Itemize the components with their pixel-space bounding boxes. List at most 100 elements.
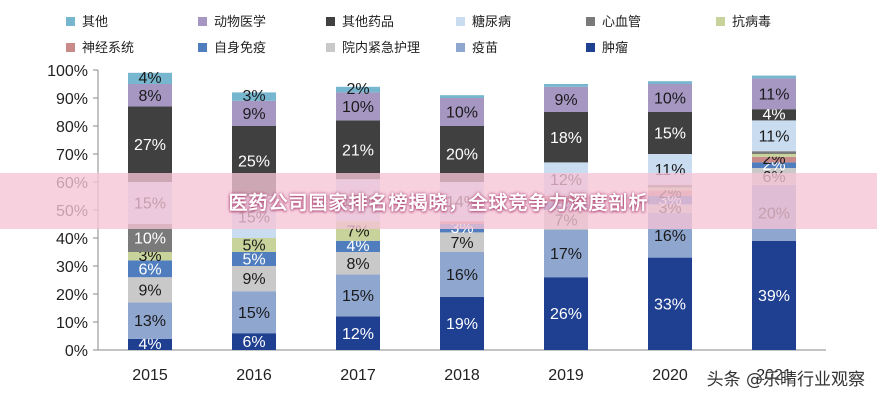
bar-segment-series-0 bbox=[440, 296, 484, 350]
title-banner: 医药公司国家排名榜揭晓，全球竞争力深度剖析 bbox=[0, 173, 877, 229]
x-tick-label: 2016 bbox=[236, 367, 272, 384]
legend-swatch-series-7 bbox=[456, 17, 465, 26]
x-tick-label: 2020 bbox=[652, 367, 688, 384]
bar-segment-series-10 bbox=[752, 75, 796, 79]
data-label-series-8: 18% bbox=[550, 130, 582, 147]
data-label-series-1: 16% bbox=[654, 228, 686, 245]
x-tick-label: 2017 bbox=[340, 367, 376, 384]
bar-segment-series-10 bbox=[336, 86, 380, 93]
data-label-series-0: 33% bbox=[654, 296, 686, 313]
bar-segment-series-10 bbox=[648, 81, 692, 84]
data-label-series-0: 19% bbox=[446, 316, 478, 333]
data-label-series-8: 15% bbox=[654, 126, 686, 143]
data-label-series-8: 21% bbox=[342, 142, 374, 159]
bar-segment-series-5 bbox=[752, 154, 796, 157]
bar-segment-series-8 bbox=[128, 106, 172, 182]
data-label-series-9: 8% bbox=[138, 88, 161, 105]
data-label-series-3: 6% bbox=[138, 261, 161, 278]
bar-segment-series-5 bbox=[128, 252, 172, 261]
bar-segment-series-9 bbox=[544, 86, 588, 112]
y-tick-label: 30% bbox=[56, 259, 88, 276]
bar-segment-series-2 bbox=[232, 266, 276, 292]
bar-segment-series-1 bbox=[336, 274, 380, 317]
data-label-series-9: 10% bbox=[654, 91, 686, 108]
legend-label-series-3: 自身免疫 bbox=[214, 40, 266, 56]
data-label-series-10: 3% bbox=[242, 88, 265, 105]
x-tick-label: 2018 bbox=[444, 367, 480, 384]
bar-segment-series-8 bbox=[440, 126, 484, 182]
bar-segment-series-5 bbox=[232, 238, 276, 252]
data-label-series-8: 20% bbox=[446, 147, 478, 164]
legend-swatch-series-3 bbox=[198, 43, 207, 52]
bar-segment-series-6 bbox=[752, 151, 796, 154]
banner-title: 医药公司国家排名榜揭晓，全球竞争力深度剖析 bbox=[228, 191, 649, 214]
legend-label-series-7: 糖尿病 bbox=[472, 14, 511, 30]
legend-label-series-2: 院内紧急护理 bbox=[342, 40, 420, 56]
legend-label-series-4: 神经系统 bbox=[82, 41, 134, 56]
legend-label-series-9: 动物医学 bbox=[214, 14, 266, 30]
bar-segment-series-9 bbox=[232, 100, 276, 126]
data-label-series-1: 15% bbox=[342, 288, 374, 305]
legend-swatch-series-1 bbox=[456, 43, 465, 52]
chart-bars: 4%13%9%6%3%10%15%27%8%4%6%15%9%5%5%15%25… bbox=[128, 70, 796, 353]
bar-segment-series-3 bbox=[128, 260, 172, 278]
data-label-series-0: 4% bbox=[138, 336, 161, 353]
data-label-series-1: 15% bbox=[238, 305, 270, 322]
data-label-series-2: 9% bbox=[138, 282, 161, 299]
bar-segment-series-1 bbox=[128, 302, 172, 339]
bar-segment-series-2 bbox=[440, 232, 484, 252]
data-label-series-0: 12% bbox=[342, 326, 374, 343]
data-label-series-7: 11% bbox=[759, 128, 790, 145]
data-label-series-8: 4% bbox=[762, 106, 785, 123]
x-tick-label: 2019 bbox=[548, 367, 584, 384]
data-label-series-0: 39% bbox=[758, 288, 790, 305]
data-label-series-3: 5% bbox=[242, 252, 265, 269]
data-label-series-10: 2% bbox=[346, 81, 369, 98]
bar-segment-series-9 bbox=[752, 78, 796, 110]
data-label-series-2: 8% bbox=[346, 256, 369, 273]
data-label-series-9: 10% bbox=[446, 105, 478, 122]
x-tick-label: 2015 bbox=[132, 367, 168, 384]
data-label-series-1: 13% bbox=[134, 313, 166, 330]
bar-segment-series-0 bbox=[232, 333, 276, 350]
legend-swatch-series-9 bbox=[198, 17, 207, 26]
bar-segment-series-0 bbox=[128, 338, 172, 350]
bar-segment-series-3 bbox=[336, 240, 380, 252]
data-label-series-5: 5% bbox=[242, 238, 265, 255]
bar-segment-series-10 bbox=[544, 84, 588, 87]
bar-segment-series-8 bbox=[336, 120, 380, 180]
data-label-series-8: 25% bbox=[238, 154, 270, 171]
legend-swatch-series-5 bbox=[716, 17, 725, 26]
data-label-series-1: 17% bbox=[550, 246, 582, 263]
legend-label-series-0: 肿瘤 bbox=[602, 40, 628, 56]
data-label-series-8: 27% bbox=[134, 137, 166, 154]
legend-swatch-series-6 bbox=[586, 17, 595, 26]
legend-swatch-series-8 bbox=[326, 17, 335, 26]
legend-swatch-series-0 bbox=[586, 43, 595, 52]
bar-segment-series-3 bbox=[232, 252, 276, 266]
legend-label-series-5: 抗病毒 bbox=[732, 15, 771, 30]
legend-label-series-1: 疫苗 bbox=[472, 40, 498, 56]
bar-segment-series-2 bbox=[128, 277, 172, 303]
bar-segment-series-10 bbox=[128, 72, 172, 84]
y-tick-label: 40% bbox=[56, 231, 88, 248]
data-label-series-9: 9% bbox=[242, 106, 265, 123]
data-label-series-10: 4% bbox=[138, 70, 161, 87]
bar-segment-series-10 bbox=[440, 95, 484, 98]
data-label-series-3: 4% bbox=[346, 238, 369, 255]
y-tick-label: 10% bbox=[56, 315, 88, 332]
bar-segment-series-0 bbox=[336, 316, 380, 350]
y-tick-label: 20% bbox=[56, 287, 88, 304]
bar-segment-series-8 bbox=[752, 109, 796, 121]
bar-segment-series-8 bbox=[648, 112, 692, 154]
bar-segment-series-9 bbox=[648, 84, 692, 112]
bar-segment-series-4 bbox=[752, 156, 796, 163]
data-label-series-0: 26% bbox=[550, 306, 582, 323]
legend-label-series-6: 心血管 bbox=[602, 15, 641, 30]
legend-swatch-series-10 bbox=[66, 17, 75, 26]
bar-segment-series-9 bbox=[336, 92, 380, 121]
bar-segment-series-10 bbox=[232, 92, 276, 101]
bar-segment-series-9 bbox=[440, 98, 484, 126]
